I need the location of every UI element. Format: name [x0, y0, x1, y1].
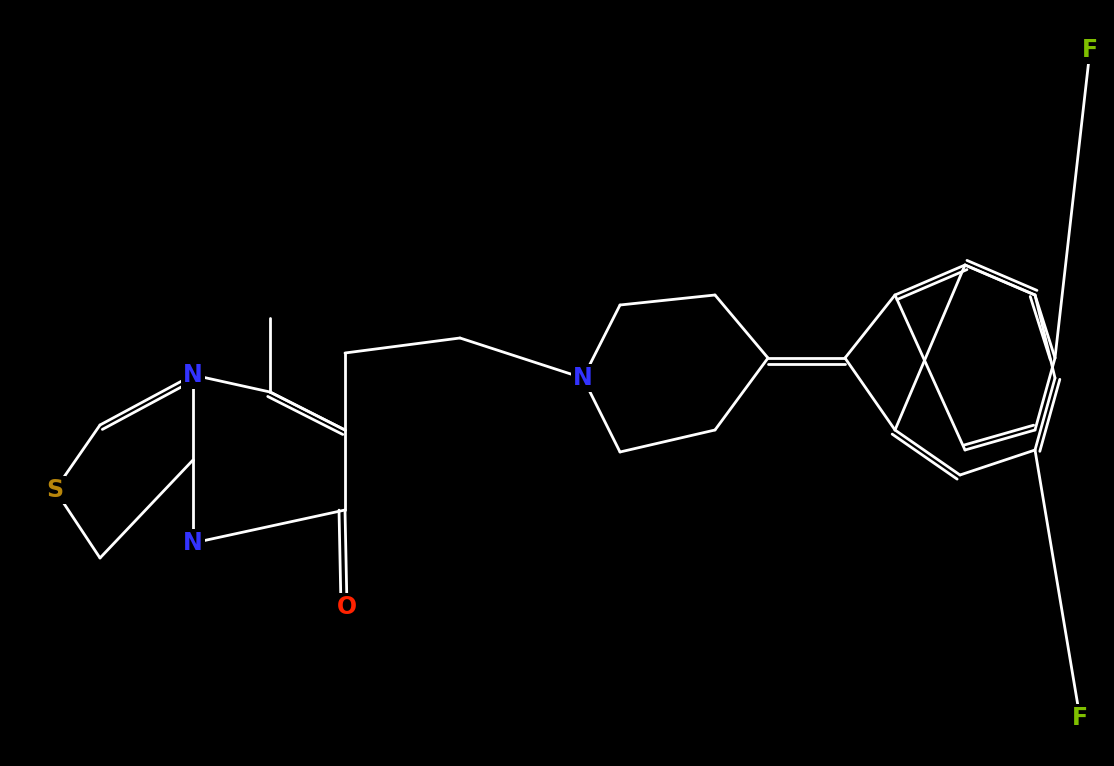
Text: S: S: [47, 478, 63, 502]
Text: N: N: [183, 531, 203, 555]
Text: N: N: [183, 363, 203, 387]
Text: N: N: [573, 366, 593, 390]
Text: F: F: [1082, 38, 1098, 62]
Text: F: F: [1072, 706, 1088, 730]
Text: O: O: [336, 595, 358, 619]
